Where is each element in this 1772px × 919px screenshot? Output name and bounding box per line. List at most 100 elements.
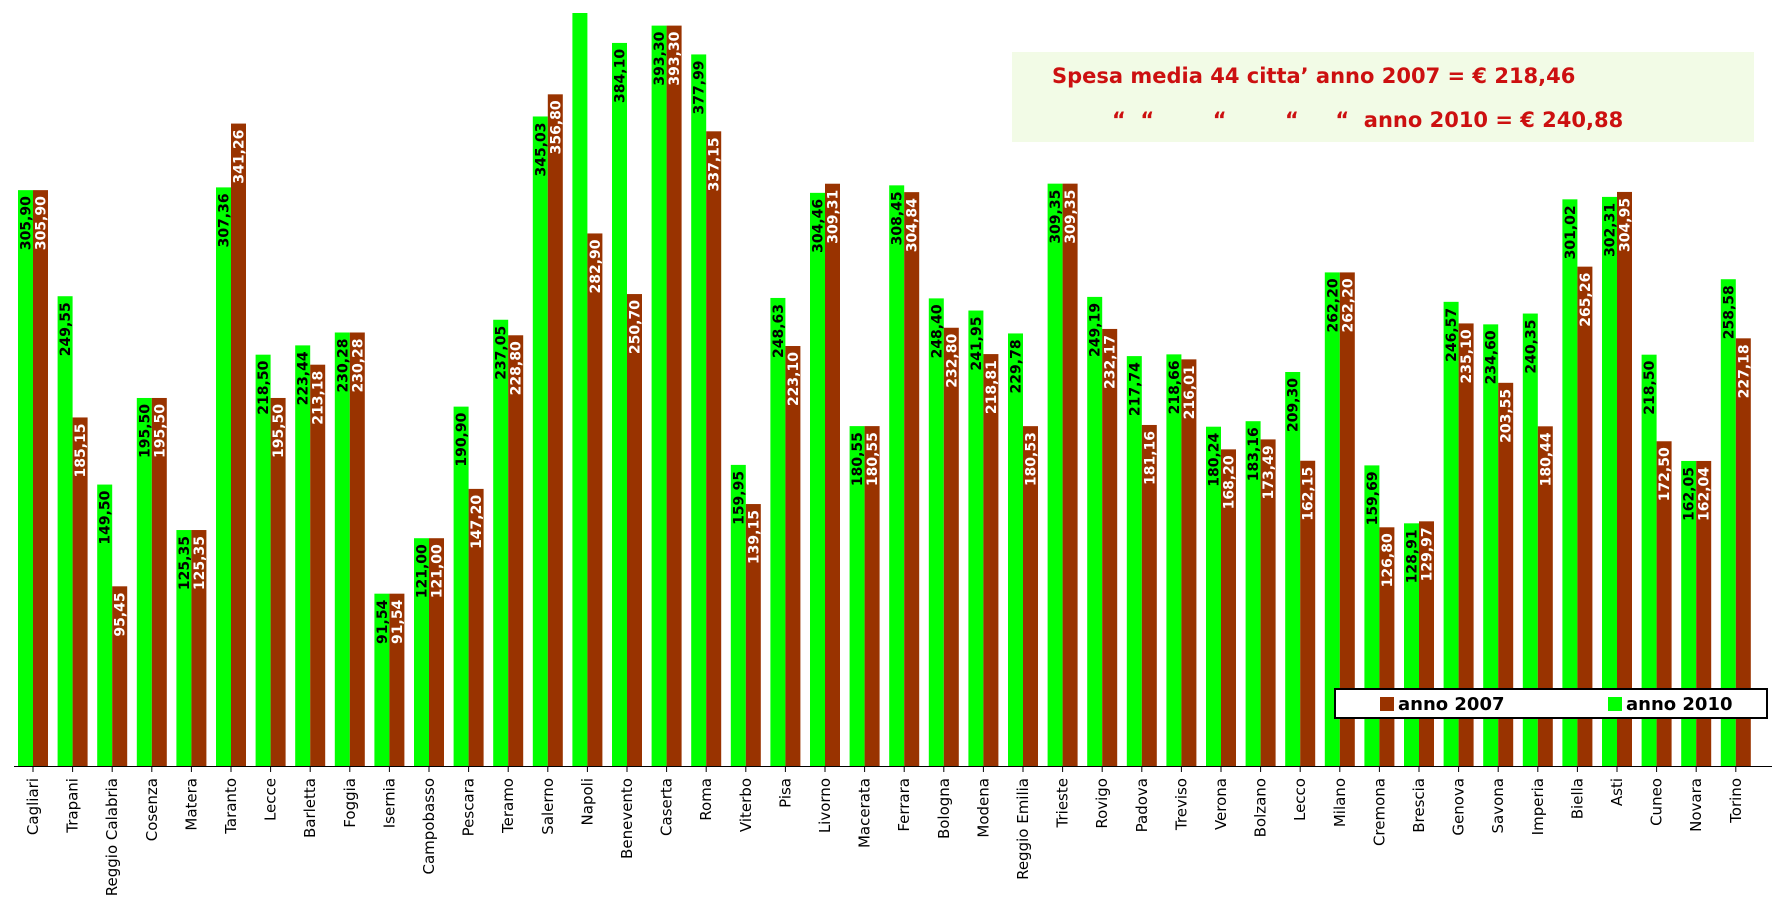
- bar-2007-milano: [1339, 272, 1355, 766]
- value-label-2007-lecco: 162,15: [1301, 467, 1317, 521]
- value-labels-layer: 305,90 305,90 249,55 185,15 149,50 95,45 195,5…: [19, 31, 1753, 644]
- value-label-2010-torino: 258,58: [1721, 285, 1737, 339]
- value-label-2010-reggio-calabria: 149,50: [98, 490, 114, 544]
- value-label-2007-taranto: 341,26: [232, 130, 248, 184]
- category-label-teramo: Teramo: [499, 778, 517, 834]
- value-label-2007-viterbo: 139,15: [746, 510, 762, 564]
- bar-2007-trapani: [72, 417, 88, 766]
- value-label-2007-novara: 162,04: [1697, 467, 1713, 521]
- bar-2010-benevento: [612, 42, 627, 766]
- legend-item-2007: anno 2007: [1380, 694, 1505, 715]
- value-label-2010-verona: 180,24: [1207, 432, 1223, 486]
- value-label-2010-cuneo: 218,50: [1642, 360, 1658, 414]
- category-label-cremona: Cremona: [1370, 778, 1388, 846]
- value-label-2010-imperia: 240,35: [1523, 320, 1539, 374]
- bar-2007-lecco: [1300, 460, 1316, 766]
- bar-2010-foggia: [334, 332, 350, 766]
- bar-2010-teramo: [493, 319, 509, 766]
- bar-2010-modena: [968, 310, 984, 766]
- bar-2010-salerno: [532, 116, 548, 767]
- bar-2010-treviso: [1166, 354, 1182, 766]
- value-label-2010-caserta: 393,30: [652, 31, 668, 85]
- value-label-2010-cremona: 159,69: [1365, 471, 1381, 525]
- value-label-2007-milano: 262,20: [1340, 278, 1356, 332]
- bar-2010-matera: [176, 530, 192, 766]
- bar-2007-isernia: [389, 593, 405, 766]
- bar-2010-savona: [1483, 324, 1499, 766]
- category-label-torino: Torino: [1727, 778, 1745, 824]
- category-label-modena: Modena: [974, 778, 992, 838]
- bar-2010-bolzano: [1245, 421, 1261, 766]
- value-label-2007-torino: 227,18: [1736, 344, 1752, 398]
- category-label-cosenza: Cosenza: [143, 778, 161, 841]
- bar-2007-viterbo: [745, 504, 761, 766]
- category-label-reggio-calabria: Reggio Calabria: [103, 778, 121, 896]
- x-axis: [14, 766, 1772, 772]
- bar-2007-pescara: [468, 488, 484, 766]
- legend-swatch-2010: [1608, 697, 1622, 711]
- category-label-verona: Verona: [1212, 778, 1230, 830]
- category-label-viterbo: Viterbo: [737, 778, 755, 832]
- bar-2010-cosenza: [136, 397, 152, 766]
- bar-2010-roma: [691, 54, 707, 766]
- category-label-reggio-emilia: Reggio Emilia: [1014, 778, 1032, 880]
- value-label-2007-savona: 203,55: [1499, 389, 1515, 443]
- value-label-2007-bolzano: 173,49: [1261, 445, 1277, 499]
- value-label-2010-roma: 377,99: [692, 60, 708, 114]
- category-label-padova: Padova: [1133, 778, 1151, 832]
- value-label-2010-modena: 241,95: [969, 317, 985, 371]
- value-label-2007-brescia: 129,97: [1420, 527, 1436, 581]
- value-label-2010-pisa: 248,63: [771, 304, 787, 358]
- value-label-2010-matera: 125,35: [177, 536, 193, 590]
- category-label-trieste: Trieste: [1054, 778, 1072, 828]
- value-label-2010-savona: 234,60: [1484, 330, 1500, 384]
- value-label-2010-brescia: 128,91: [1405, 529, 1421, 583]
- value-label-2007-isernia: 91,54: [390, 599, 406, 644]
- value-label-2010-viterbo: 159,95: [731, 471, 747, 525]
- bar-2007-lecce: [270, 397, 286, 766]
- bar-2007-macerata: [864, 426, 880, 766]
- bar-2007-napoli: [587, 233, 603, 767]
- value-label-2007-cuneo: 172,50: [1657, 447, 1673, 501]
- bar-2010-ferrara: [889, 185, 905, 766]
- bar-2007-cagliari: [33, 190, 48, 766]
- bar-2010-verona: [1206, 426, 1221, 766]
- legend: anno 2007 anno 2010: [1334, 688, 1768, 719]
- bar-2010-trapani: [57, 296, 73, 766]
- category-label-trapani: Trapani: [64, 778, 82, 834]
- bar-2010-barletta: [295, 345, 311, 766]
- value-label-2010-novara: 162,05: [1682, 467, 1698, 521]
- value-label-2010-reggio-emilia: 229,78: [1009, 339, 1025, 393]
- bar-2007-reggio-calabria: [112, 586, 128, 766]
- bar-2010-biella: [1562, 199, 1578, 767]
- category-label-bolzano: Bolzano: [1252, 778, 1270, 837]
- category-label-milano: Milano: [1331, 778, 1349, 827]
- value-label-2007-padova: 181,16: [1142, 431, 1158, 485]
- value-label-2007-ferrara: 304,84: [905, 198, 921, 252]
- bar-2007-campobasso: [429, 538, 444, 766]
- bar-2007-rovigo: [1102, 328, 1118, 766]
- bar-2010-bologna: [928, 298, 944, 766]
- bar-2010-lecce: [255, 354, 271, 766]
- category-label-bologna: Bologna: [935, 778, 953, 839]
- value-label-2007-pisa: 223,10: [786, 352, 802, 406]
- average-spending-note: Spesa media 44 citta’ anno 2007 = € 218,…: [1012, 52, 1754, 142]
- bar-2007-barletta: [310, 364, 326, 766]
- bar-2007-torino: [1735, 338, 1751, 766]
- bar-2007-padova: [1141, 424, 1157, 766]
- bar-2007-livorno: [825, 183, 840, 766]
- value-label-2010-macerata: 180,55: [850, 432, 866, 486]
- value-label-2010-barletta: 223,44: [296, 351, 312, 405]
- value-label-2007-napoli: 282,90: [588, 239, 604, 293]
- value-label-2007-foggia: 230,28: [350, 338, 366, 392]
- bar-2010-torino: [1720, 279, 1736, 766]
- category-label-brescia: Brescia: [1410, 778, 1428, 833]
- note-line-2007: Spesa media 44 citta’ anno 2007 = € 218,…: [1052, 64, 1576, 88]
- value-label-2007-salerno: 356,80: [548, 100, 564, 154]
- category-label-ferrara: Ferrara: [895, 778, 913, 832]
- bar-2010-livorno: [810, 192, 825, 766]
- bar-2007-trieste: [1062, 183, 1078, 766]
- category-label-pisa: Pisa: [776, 778, 794, 808]
- bar-2007-reggio-emilia: [1023, 426, 1038, 766]
